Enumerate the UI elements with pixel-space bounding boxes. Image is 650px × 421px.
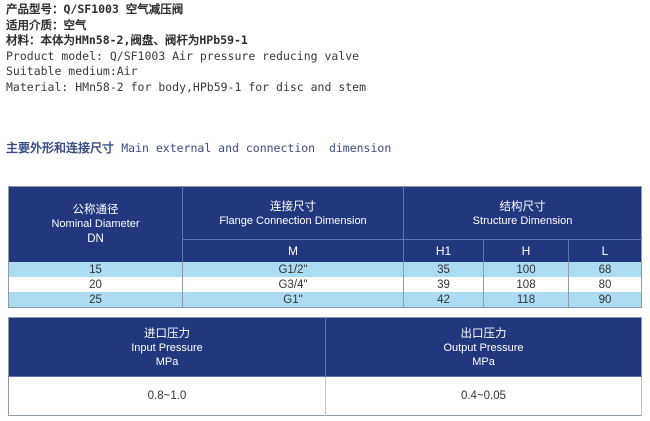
cell-l: 90 bbox=[598, 293, 612, 306]
header-output-pressure-unit: MPa bbox=[472, 355, 495, 368]
dimension-table: 公称通径 Nominal Diameter DN 连接尺寸 Flange Con… bbox=[8, 186, 643, 308]
cell-output-pressure-value: 0.4~0.05 bbox=[325, 376, 642, 416]
cell-l: 68 bbox=[598, 263, 612, 276]
material-line-en: Material: HMn58-2 for body,HPb59-1 for d… bbox=[6, 79, 367, 94]
header-structure-cn: 结构尺寸 bbox=[499, 198, 546, 213]
header-nominal-diameter-abbr: DN bbox=[87, 233, 104, 245]
header-structure-en: Structure Dimension bbox=[472, 214, 573, 227]
cell-h: 108 bbox=[483, 277, 569, 292]
table-row: 20 G3/4" 39 108 80 bbox=[8, 277, 642, 292]
header-input-pressure-cn: 进口压力 bbox=[144, 325, 190, 340]
header-flange-group: 连接尺寸 Flange Connection Dimension bbox=[182, 186, 404, 240]
header-input-pressure-unit: MPa bbox=[155, 355, 179, 368]
cell-input-pressure-value: 0.8~1.0 bbox=[8, 376, 326, 416]
subheader-h1: H1 bbox=[403, 239, 484, 262]
header-nominal-diameter-cn: 公称通径 bbox=[72, 202, 119, 216]
table-subheader-row: M H1 H L bbox=[9, 239, 642, 262]
cell-l: 80 bbox=[598, 278, 612, 291]
header-input-pressure-en: Input Pressure bbox=[131, 341, 203, 354]
subheader-l: L bbox=[568, 239, 642, 262]
suitable-medium-line-en: Suitable medium:Air bbox=[6, 64, 138, 79]
cell-m: G3/4" bbox=[182, 277, 404, 292]
cell-h: 100 bbox=[483, 262, 569, 277]
product-model-line-en: Product model: Q/SF1003 Air pressure red… bbox=[6, 48, 360, 63]
cell-h: 118 bbox=[483, 292, 569, 308]
header-nominal-diameter: 公称通径 Nominal Diameter DN bbox=[8, 186, 183, 262]
pressure-table: 进口压力 Input Pressure MPa 出口压力 Output Pres… bbox=[8, 317, 642, 416]
subheader-m: M bbox=[182, 239, 404, 262]
table-header-row-group: 公称通径 Nominal Diameter DN 连接尺寸 Flange Con… bbox=[8, 186, 642, 262]
header-flange-en: Flange Connection Dimension bbox=[219, 214, 367, 227]
table-row: 25 G1" 42 118 90 bbox=[8, 292, 642, 308]
pressure-header-row: 进口压力 Input Pressure MPa 出口压力 Output Pres… bbox=[8, 317, 642, 377]
header-nominal-diameter-en: Nominal Diameter bbox=[51, 218, 140, 230]
header-input-pressure: 进口压力 Input Pressure MPa bbox=[8, 317, 326, 377]
cell-dn: 25 bbox=[8, 292, 183, 308]
header-output-pressure-en: Output Pressure bbox=[443, 341, 524, 354]
suitable-medium-line-cn: 适用介质：空气 bbox=[6, 17, 87, 32]
product-info-block: 产品型号：Q/SF1003 空气减压阀 适用介质：空气 材料：本体为HMn58-… bbox=[6, 2, 626, 96]
header-flange-cn: 连接尺寸 bbox=[270, 198, 316, 213]
cell-h1: 39 bbox=[403, 277, 484, 292]
header-structure-group: 结构尺寸 Structure Dimension bbox=[403, 186, 642, 240]
cell-m: G1" bbox=[182, 292, 404, 308]
cell-h1: 42 bbox=[403, 292, 484, 308]
cell-dn: 15 bbox=[8, 262, 183, 277]
product-model-line: 产品型号：Q/SF1003 空气减压阀 bbox=[6, 2, 184, 16]
section-heading: 主要外形和连接尺寸 Main external and connection d… bbox=[6, 139, 391, 156]
material-line-cn: 材料：本体为HMn58-2,阀盘、阀杆为HPb59-1 bbox=[6, 33, 248, 48]
cell-h1: 35 bbox=[403, 262, 484, 277]
section-heading-cn: 主要外形和连接尺寸 bbox=[6, 141, 122, 155]
pressure-value-row: 0.8~1.0 0.4~0.05 bbox=[8, 376, 642, 416]
cell-m: G1/2" bbox=[182, 262, 404, 277]
header-output-pressure-cn: 出口压力 bbox=[460, 325, 507, 340]
subheader-h: H bbox=[483, 239, 569, 262]
table-row: 15 G1/2" 35 100 68 bbox=[8, 262, 642, 277]
cell-dn: 20 bbox=[8, 277, 183, 292]
header-output-pressure: 出口压力 Output Pressure MPa bbox=[325, 317, 642, 377]
section-heading-en: Main external and connection dimension bbox=[121, 141, 392, 155]
